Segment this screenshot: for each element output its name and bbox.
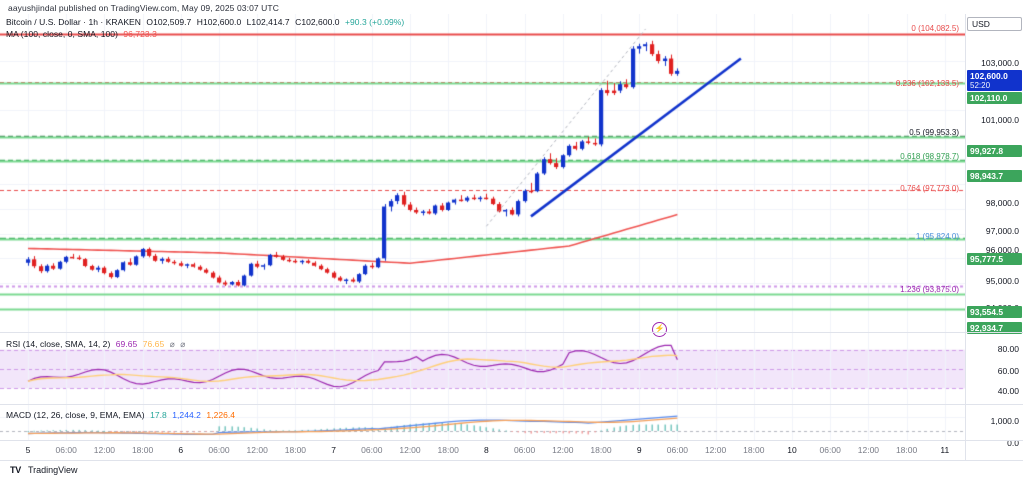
macd-line-value: 1,244.2 <box>172 410 201 420</box>
time-tick-0600: 06:00 <box>666 445 689 455</box>
attribution-text: aayushjindal published on TradingView.co… <box>8 3 279 13</box>
ohlc-open: 102,509.7 <box>153 17 192 27</box>
ohlc-high: 102,600.0 <box>202 17 242 27</box>
level-badge-92934[interactable]: 92,934.7 <box>967 322 1022 334</box>
time-tick-10: 10 <box>787 445 797 455</box>
price-tick-103000: 103,000.0 <box>981 58 1019 68</box>
tradingview-logo-icon: TV <box>10 465 21 475</box>
time-tick-11: 11 <box>940 445 950 455</box>
level-badge-98943[interactable]: 98,943.7 <box>967 170 1022 182</box>
rsi-sma-value: 76.65 <box>142 339 165 349</box>
fib-label-05: 0.5 (99,953.3) <box>909 128 959 137</box>
ohlc-low: 102,414.7 <box>251 17 290 27</box>
price-tick-97000: 97,000.0 <box>985 226 1019 236</box>
axis-separator-macd <box>966 404 1023 405</box>
macd-signal-value: 1,226.4 <box>206 410 236 420</box>
tradingview-wordmark: TradingView <box>28 465 78 475</box>
time-tick-1200: 12:00 <box>399 445 421 455</box>
time-tick-7: 7 <box>331 445 336 455</box>
fib-label-1: 1 (95,824.0) <box>915 232 959 241</box>
pane-separator-macd <box>0 404 965 405</box>
macd-legend[interactable]: MACD (12, 26, close, 9, EMA, EMA) 17.8 1… <box>6 410 235 420</box>
time-tick-8: 8 <box>484 445 489 455</box>
ohlc-close: 102,600.0 <box>301 17 340 27</box>
symbol-legend[interactable]: Bitcoin / U.S. Dollar · 1h · KRAKEN O102… <box>6 17 404 27</box>
time-axis-divider <box>965 441 966 461</box>
time-tick-0600: 06:00 <box>208 445 230 455</box>
pane-separator-rsi <box>0 332 965 333</box>
price-tick-95000: 95,000.0 <box>985 276 1019 286</box>
time-tick-0600: 06:00 <box>55 445 77 455</box>
bar-countdown: 52:20 <box>970 81 991 90</box>
alert-marker-icon[interactable]: ⚡ <box>652 322 667 337</box>
level-badge-102110[interactable]: 102,110.0 <box>967 92 1022 104</box>
currency-label[interactable]: USD <box>967 17 1022 31</box>
rsi-tick-80: 80.00 <box>997 344 1019 354</box>
fib-label-0: 0 (104,082.5) <box>911 24 959 33</box>
ohlc-open-label: O <box>146 17 154 27</box>
last-price-badge[interactable]: 102,600.0 52:20 <box>967 70 1022 91</box>
time-tick-1800: 18:00 <box>131 445 154 455</box>
axis-separator-rsi <box>966 332 1023 333</box>
ohlc-low-label: L <box>246 17 252 27</box>
ohlc-high-label: H <box>196 17 203 27</box>
last-price-value: 102,600.0 <box>970 71 1008 81</box>
rsi-value: 69.65 <box>115 339 138 349</box>
fib-label-0618: 0.618 (98,978.7) <box>900 152 959 161</box>
macd-legend-name: MACD (12, 26, close, 9, EMA, EMA) <box>6 410 145 420</box>
time-tick-1200: 12:00 <box>246 445 268 455</box>
level-badge-99927[interactable]: 99,927.8 <box>967 145 1022 157</box>
macd-tick-0: 0.0 <box>1007 438 1019 448</box>
macd-tick-1000: 1,000.0 <box>990 416 1019 426</box>
time-tick-1200: 12:00 <box>857 445 880 455</box>
level-badge-95777[interactable]: 95,777.5 <box>967 253 1022 265</box>
fib-label-0236: 0.236 (102,133.5) <box>895 79 959 88</box>
time-tick-1800: 18:00 <box>437 445 459 455</box>
time-tick-1200: 12:00 <box>552 445 574 455</box>
plot-area[interactable]: Bitcoin / U.S. Dollar · 1h · KRAKEN O102… <box>0 14 966 440</box>
time-axis[interactable]: 5 06:00 12:00 18:00 6 06:00 12:00 18:00 7 06:00 12… <box>0 440 1023 461</box>
time-tick-1800: 18:00 <box>895 445 918 455</box>
time-tick-5: 5 <box>25 445 31 455</box>
time-tick-9: 9 <box>636 445 642 455</box>
price-axis[interactable]: USD 103,000.0 101,000.0 98,000.0 97,000.… <box>966 14 1023 448</box>
price-tick-101000: 101,000.0 <box>981 115 1019 125</box>
price-tick-96000: 96,000.0 <box>985 245 1019 255</box>
rsi-extra-2: ⌀ <box>180 339 186 349</box>
time-tick-1800: 18:00 <box>743 445 765 455</box>
time-tick-1800: 18:00 <box>590 445 612 455</box>
rsi-legend[interactable]: RSI (14, close, SMA, 14, 2) 69.65 76.65 … <box>6 339 185 350</box>
ma-legend-name: MA (100, close, 0, SMA, 100) <box>6 29 118 39</box>
footer: TV TradingView <box>0 460 1023 479</box>
level-badge-93554[interactable]: 93,554.5 <box>967 306 1022 318</box>
time-tick-6: 6 <box>178 445 184 455</box>
chart-canvas[interactable] <box>0 14 965 440</box>
time-tick-0600: 06:00 <box>513 445 536 455</box>
rsi-tick-40: 40.00 <box>997 386 1019 396</box>
rsi-tick-60: 60.00 <box>997 366 1019 376</box>
chart-frame: Bitcoin / U.S. Dollar · 1h · KRAKEN O102… <box>0 14 1023 448</box>
time-tick-0600: 06:00 <box>361 445 383 455</box>
time-tick-1800: 18:00 <box>284 445 307 455</box>
rsi-legend-name: RSI (14, close, SMA, 14, 2) <box>6 339 111 349</box>
macd-hist-value: 17.8 <box>150 410 167 420</box>
rsi-extra-1: ⌀ <box>169 339 175 349</box>
ohlc-close-label: C <box>295 17 302 27</box>
symbol-title: Bitcoin / U.S. Dollar · 1h · KRAKEN <box>6 17 141 27</box>
price-tick-98000: 98,000.0 <box>985 198 1019 208</box>
time-tick-1200: 12:00 <box>93 445 116 455</box>
ma-legend-value: 96,723.3 <box>123 29 157 39</box>
fib-label-0764: 0.764 (97,773.0) <box>900 184 959 193</box>
ma-legend[interactable]: MA (100, close, 0, SMA, 100) 96,723.3 <box>6 29 157 39</box>
fib-label-1236: 1.236 (93,875.0) <box>900 285 959 294</box>
time-tick-0600: 06:00 <box>819 445 841 455</box>
time-tick-1200: 12:00 <box>704 445 727 455</box>
price-change: +90.3 (+0.09%) <box>345 17 405 27</box>
